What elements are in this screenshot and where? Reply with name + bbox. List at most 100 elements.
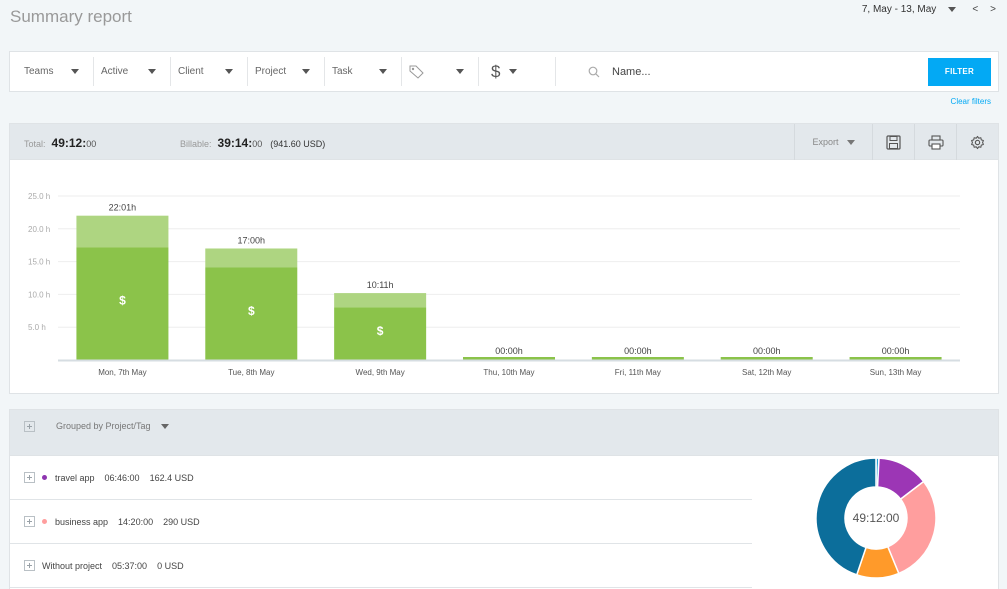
print-icon [927, 134, 944, 150]
project-amount: 162.4 USD [149, 472, 194, 483]
group-by-dropdown[interactable]: Grouped by Project/Tag [56, 421, 169, 431]
project-filter-label: Project [255, 66, 287, 77]
project-color-dot [42, 475, 47, 480]
project-color-dot [42, 519, 47, 524]
clear-filters-link[interactable]: Clear filters [950, 97, 991, 106]
bar-value-label: 00:00h [753, 346, 781, 356]
bar-empty [591, 357, 684, 360]
search-icon [588, 66, 600, 77]
bar-non-billable [76, 215, 169, 248]
billable-label: Billable: [180, 139, 212, 149]
expand-icon[interactable] [24, 516, 35, 527]
x-tick-label: Wed, 9th May [356, 368, 405, 377]
x-tick-label: Thu, 10th May [483, 368, 534, 377]
group-by-label: Grouped by Project/Tag [56, 421, 151, 431]
donut-slice [815, 457, 877, 576]
billable-marker: $ [377, 324, 384, 338]
prev-week-button[interactable]: < [972, 4, 979, 15]
chevron-down-icon[interactable] [948, 7, 957, 12]
project-time: 05:37:00 [112, 560, 148, 571]
bar-value-label: 00:00h [495, 346, 523, 356]
x-tick-label: Tue, 8th May [228, 368, 274, 377]
bar-value-label: 22:01h [109, 203, 137, 213]
teams-filter[interactable]: Teams [10, 57, 94, 86]
search-field[interactable]: Name... [556, 57, 928, 86]
chevron-down-icon [509, 69, 517, 74]
tag-icon [409, 65, 424, 79]
x-tick-label: Mon, 7th May [98, 368, 146, 377]
bar-value-label: 00:00h [624, 346, 652, 356]
chevron-down-icon [846, 139, 855, 145]
total-value: 49:12: [51, 136, 87, 150]
task-filter[interactable]: Task [325, 57, 402, 86]
chevron-down-icon [302, 69, 310, 74]
print-button[interactable] [914, 124, 956, 160]
y-tick-label: 25.0 h [28, 192, 50, 201]
search-input[interactable]: Name... [612, 65, 651, 78]
billable-marker: $ [119, 294, 126, 308]
donut-slice [886, 480, 937, 575]
save-button[interactable] [872, 124, 914, 160]
project-name: travel app [55, 472, 95, 483]
next-week-button[interactable]: > [990, 4, 996, 15]
chevron-down-icon [225, 69, 233, 74]
billable-amount: (941.60 USD) [270, 139, 326, 149]
chart-toolbar: Export [794, 124, 998, 160]
settings-icon [971, 135, 984, 149]
bar-empty [849, 357, 942, 360]
donut-center-label: 49:12:00 [853, 511, 900, 525]
bar-value-label: 00:00h [882, 346, 910, 356]
expand-icon[interactable] [24, 472, 35, 483]
bar-empty [720, 357, 813, 360]
chevron-down-icon [379, 69, 387, 74]
settings-button[interactable] [956, 124, 998, 160]
filter-bar: Teams Active Client Project Task $ Name.… [9, 51, 999, 92]
chevron-down-icon [71, 69, 79, 74]
bar-value-label: 17:00h [238, 235, 266, 245]
bar-billable [334, 307, 427, 360]
project-amount: 0 USD [157, 560, 184, 571]
y-tick-label: 5.0 h [28, 323, 46, 332]
date-range-picker[interactable]: 7, May - 13, May < > [862, 4, 998, 15]
bar-billable [205, 267, 298, 360]
y-tick-label: 15.0 h [28, 258, 50, 267]
project-amount: 290 USD [163, 516, 200, 527]
x-tick-label: Fri, 11th May [615, 368, 661, 377]
grouping-header: Grouped by Project/Tag [10, 410, 998, 456]
export-dropdown[interactable]: Export [794, 124, 872, 160]
save-icon [886, 134, 901, 150]
project-filter[interactable]: Project [248, 57, 325, 86]
x-tick-label: Sun, 13th May [870, 368, 922, 377]
page-title: Summary report [10, 7, 132, 26]
project-time: 06:46:00 [104, 472, 140, 483]
expand-icon[interactable] [24, 560, 35, 571]
tag-filter[interactable] [402, 57, 479, 86]
total-time: Total: 49:12:00 [24, 136, 96, 150]
client-filter[interactable]: Client [171, 57, 248, 86]
x-tick-label: Sat, 12th May [742, 368, 791, 377]
active-filter[interactable]: Active [94, 57, 171, 86]
chevron-down-icon [148, 69, 156, 74]
billable-marker: $ [248, 304, 255, 318]
project-donut-chart: 49:12:00 [815, 457, 937, 579]
dollar-icon: $ [491, 61, 501, 81]
group-row[interactable]: Without project 05:37:00 0 USD [10, 544, 752, 588]
date-range-label[interactable]: 7, May - 13, May [861, 4, 937, 15]
filter-button[interactable]: FILTER [928, 57, 991, 86]
bar-billable [76, 247, 169, 360]
client-filter-label: Client [178, 66, 204, 77]
group-row[interactable]: business app 14:20:00 290 USD [10, 500, 752, 544]
chevron-down-icon [160, 423, 169, 429]
chevron-down-icon [456, 69, 464, 74]
export-label: Export [812, 137, 839, 147]
project-name: business app [55, 516, 109, 527]
task-filter-label: Task [332, 66, 353, 77]
group-row[interactable]: travel app 06:46:00 162.4 USD [10, 456, 752, 500]
expand-all-icon[interactable] [24, 421, 35, 432]
project-name: Without project [42, 560, 103, 571]
billable-time: Billable: 39:14:00 (941.60 USD) [180, 136, 325, 150]
billable-value: 39:14: [217, 136, 253, 150]
total-label: Total: [24, 139, 46, 149]
active-filter-label: Active [101, 66, 129, 77]
billable-filter[interactable]: $ [479, 57, 556, 86]
